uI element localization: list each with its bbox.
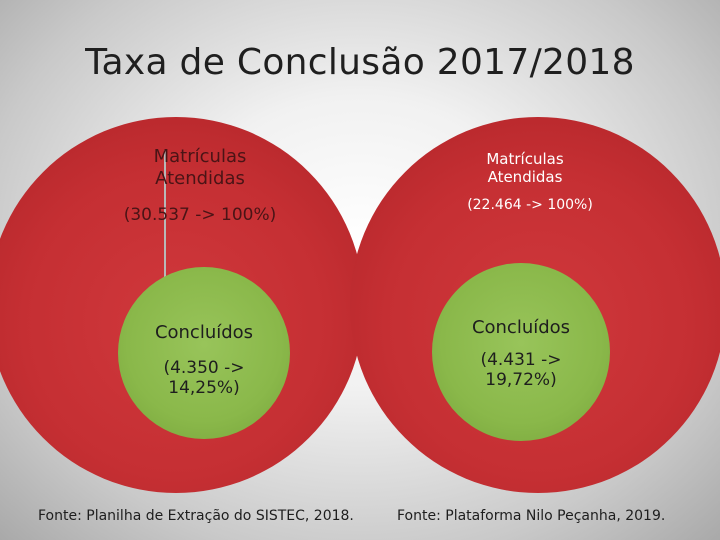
- enrolled-label-2018: Matrículas Atendidas: [486, 150, 564, 186]
- enrolled-value-2017: (30.537 -> 100%): [123, 205, 277, 225]
- divider-line: [164, 150, 166, 285]
- completed-label-2017: Concluídos: [154, 322, 254, 343]
- completed-value-2018: (4.431 -> 19,72%): [480, 350, 562, 391]
- enrolled-label-2017: Matrículas Atendidas: [153, 146, 247, 189]
- completed-label-2018: Concluídos: [471, 317, 571, 338]
- slide-title: Taxa de Conclusão 2017/2018: [85, 42, 635, 83]
- source-note-2017: Fonte: Planilha de Extração do SISTEC, 2…: [38, 508, 354, 524]
- source-note-2018: Fonte: Plataforma Nilo Peçanha, 2019.: [397, 508, 666, 524]
- completed-value-2017: (4.350 -> 14,25%): [163, 358, 245, 399]
- completed-circle-2017: [118, 267, 290, 439]
- completed-circle-2018: [432, 263, 610, 441]
- enrolled-value-2018: (22.464 -> 100%): [467, 197, 593, 213]
